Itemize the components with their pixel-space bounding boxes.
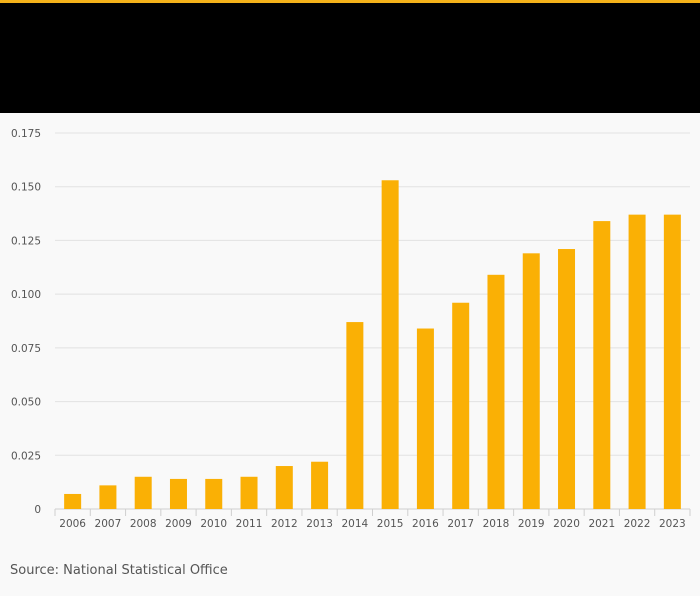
x-tick-label: 2018 [483,518,510,530]
bar-2017 [452,302,470,509]
top-accent-bar [0,0,700,3]
bar-2011 [240,476,258,509]
y-tick-label: 0.075 [11,343,41,355]
y-tick-label: 0.025 [11,450,41,462]
bar-2009 [169,478,187,509]
x-tick-label: 2023 [659,518,686,530]
y-tick-label: 0.050 [11,397,41,409]
bar-2007 [99,485,117,509]
header-band [0,3,700,113]
x-tick-label: 2020 [553,518,580,530]
bar-2010 [205,478,223,509]
x-tick-label: 2013 [306,518,333,530]
bar-2006 [64,493,82,509]
x-tick-label: 2006 [59,518,86,530]
y-tick-label: 0.100 [11,289,41,301]
bar-2012 [275,466,293,509]
bar-2008 [134,476,152,509]
bar-2014 [346,322,364,509]
y-tick-label: 0.125 [11,235,41,247]
bar-chart: 0 0.025 0.050 0.075 0.100 0.125 0.150 0.175 2006… [0,113,700,543]
x-tick-label: 2014 [341,518,368,530]
x-tick-label: 2019 [518,518,545,530]
x-tick-label: 2011 [236,518,263,530]
y-tick-label: 0.175 [11,128,41,140]
bar-2020 [558,249,576,509]
y-tick-label: 0 [34,504,41,516]
x-tick-label: 2009 [165,518,192,530]
bar-2015 [381,180,399,510]
chart-svg: 0 0.025 0.050 0.075 0.100 0.125 0.150 0.175 2006… [11,128,691,530]
x-tick-label: 2012 [271,518,298,530]
x-tick-label: 2016 [412,518,439,530]
bar-2019 [522,253,540,509]
x-tick-label: 2007 [95,518,122,530]
x-tick-label: 2010 [200,518,227,530]
bar-2023 [663,214,681,509]
x-tick-label: 2021 [588,518,615,530]
bar-2021 [593,221,611,509]
source-note: Source: National Statistical Office [10,563,228,578]
bar-2016 [416,328,434,509]
x-tick-label: 2022 [624,518,651,530]
x-tick-label: 2017 [447,518,474,530]
bar-2022 [628,214,646,509]
bar-2018 [487,274,505,509]
x-tick-label: 2008 [130,518,157,530]
bar-2013 [311,461,329,509]
x-tick-label: 2015 [377,518,404,530]
y-tick-label: 0.150 [11,182,41,194]
